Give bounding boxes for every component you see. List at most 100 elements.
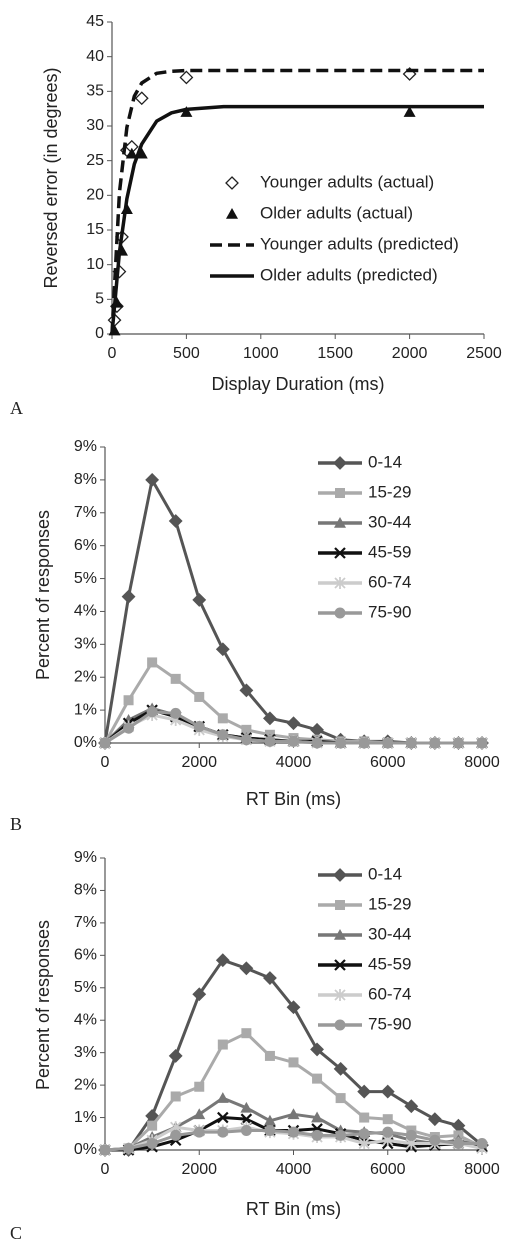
x-tick-label: 1500 xyxy=(317,345,353,362)
marker xyxy=(193,1126,205,1138)
y-tick-label: 8% xyxy=(74,882,97,899)
marker xyxy=(358,1128,370,1140)
marker xyxy=(333,1061,348,1076)
y-tick-label: 0 xyxy=(95,325,104,342)
y-tick-label: 2% xyxy=(74,668,97,685)
marker xyxy=(170,707,182,719)
marker xyxy=(240,1113,253,1125)
x-tick-label: 8000 xyxy=(464,1161,500,1178)
marker xyxy=(194,1081,205,1092)
y-tick-label: 30 xyxy=(86,117,104,134)
y-tick-label: 1% xyxy=(74,701,97,718)
marker xyxy=(240,734,252,746)
marker xyxy=(241,724,252,735)
marker xyxy=(476,1138,488,1150)
marker xyxy=(358,737,370,749)
series-line xyxy=(105,958,483,1152)
y-tick-label: 7% xyxy=(74,914,97,931)
y-tick-label: 3% xyxy=(74,1044,97,1061)
y-tick-label: 0% xyxy=(74,1141,97,1158)
marker xyxy=(334,929,346,940)
series-line xyxy=(103,660,482,745)
marker xyxy=(215,953,230,968)
y-tick-label: 4% xyxy=(74,1011,97,1028)
marker xyxy=(429,1134,441,1146)
marker xyxy=(147,1120,158,1131)
legend-label: 60-74 xyxy=(368,984,411,1003)
legend-label: Older adults (actual) xyxy=(260,203,413,222)
marker xyxy=(123,695,134,706)
marker xyxy=(286,1000,301,1015)
marker xyxy=(335,737,347,749)
marker xyxy=(217,729,229,741)
y-tick-label: 2% xyxy=(74,1076,97,1093)
x-tick-label: 500 xyxy=(173,345,200,362)
legend-label: 0-14 xyxy=(368,864,402,883)
marker xyxy=(180,106,193,117)
marker xyxy=(192,987,207,1002)
legend-label: 45-59 xyxy=(368,542,411,561)
legend-label: 60-74 xyxy=(368,572,411,591)
marker xyxy=(263,711,277,726)
y-tick-label: 10 xyxy=(86,256,104,273)
y-tick-label: 3% xyxy=(74,636,97,653)
marker xyxy=(403,106,416,117)
y-tick-label: 7% xyxy=(74,504,97,521)
marker xyxy=(145,472,160,487)
marker xyxy=(286,716,301,731)
x-axis-label: RT Bin (ms) xyxy=(246,1199,341,1219)
x-tick-label: 6000 xyxy=(370,754,406,771)
legend-label: 0-14 xyxy=(368,452,402,471)
marker xyxy=(217,1126,229,1138)
marker xyxy=(452,1138,464,1150)
x-axis-label: RT Bin (ms) xyxy=(246,789,341,809)
marker xyxy=(146,706,158,718)
marker xyxy=(99,1144,111,1156)
marker xyxy=(476,737,488,749)
marker xyxy=(334,1019,346,1031)
marker xyxy=(334,989,346,1001)
marker xyxy=(121,589,136,604)
marker xyxy=(312,1073,323,1084)
marker xyxy=(193,1108,206,1120)
marker xyxy=(334,547,346,559)
marker xyxy=(217,1039,228,1050)
series-line xyxy=(110,68,484,335)
y-tick-label: 5 xyxy=(95,291,104,308)
legend-label: 45-59 xyxy=(368,954,411,973)
marker xyxy=(217,1111,229,1124)
marker xyxy=(240,1125,252,1137)
y-tick-label: 15 xyxy=(86,221,104,238)
marker xyxy=(287,1108,300,1120)
y-tick-label: 35 xyxy=(86,83,104,100)
x-tick-label: 2500 xyxy=(466,345,502,362)
legend-label: 15-29 xyxy=(368,894,411,913)
y-tick-label: 25 xyxy=(86,152,104,169)
x-tick-label: 2000 xyxy=(181,754,217,771)
marker xyxy=(380,1084,395,1099)
marker xyxy=(310,1042,324,1057)
marker xyxy=(333,456,347,470)
x-tick-label: 0 xyxy=(101,754,110,771)
marker xyxy=(288,735,299,747)
marker xyxy=(239,683,254,698)
marker xyxy=(405,737,417,749)
legend-label: 15-29 xyxy=(368,482,411,501)
x-tick-label: 1000 xyxy=(243,345,279,362)
marker xyxy=(264,735,276,747)
y-tick-label: 20 xyxy=(86,187,104,204)
marker xyxy=(263,1114,276,1126)
marker xyxy=(382,1126,394,1138)
y-tick-label: 5% xyxy=(74,570,97,587)
y-tick-label: 5% xyxy=(74,979,97,996)
marker xyxy=(405,1129,417,1141)
marker xyxy=(358,1137,370,1150)
legend-label: Older adults (predicted) xyxy=(260,265,438,284)
marker xyxy=(146,1138,158,1150)
legend-label: Younger adults (actual) xyxy=(260,172,434,191)
panel-label: B xyxy=(10,814,22,834)
y-tick-label: 6% xyxy=(74,537,97,554)
legend-label: 75-90 xyxy=(368,1014,411,1033)
